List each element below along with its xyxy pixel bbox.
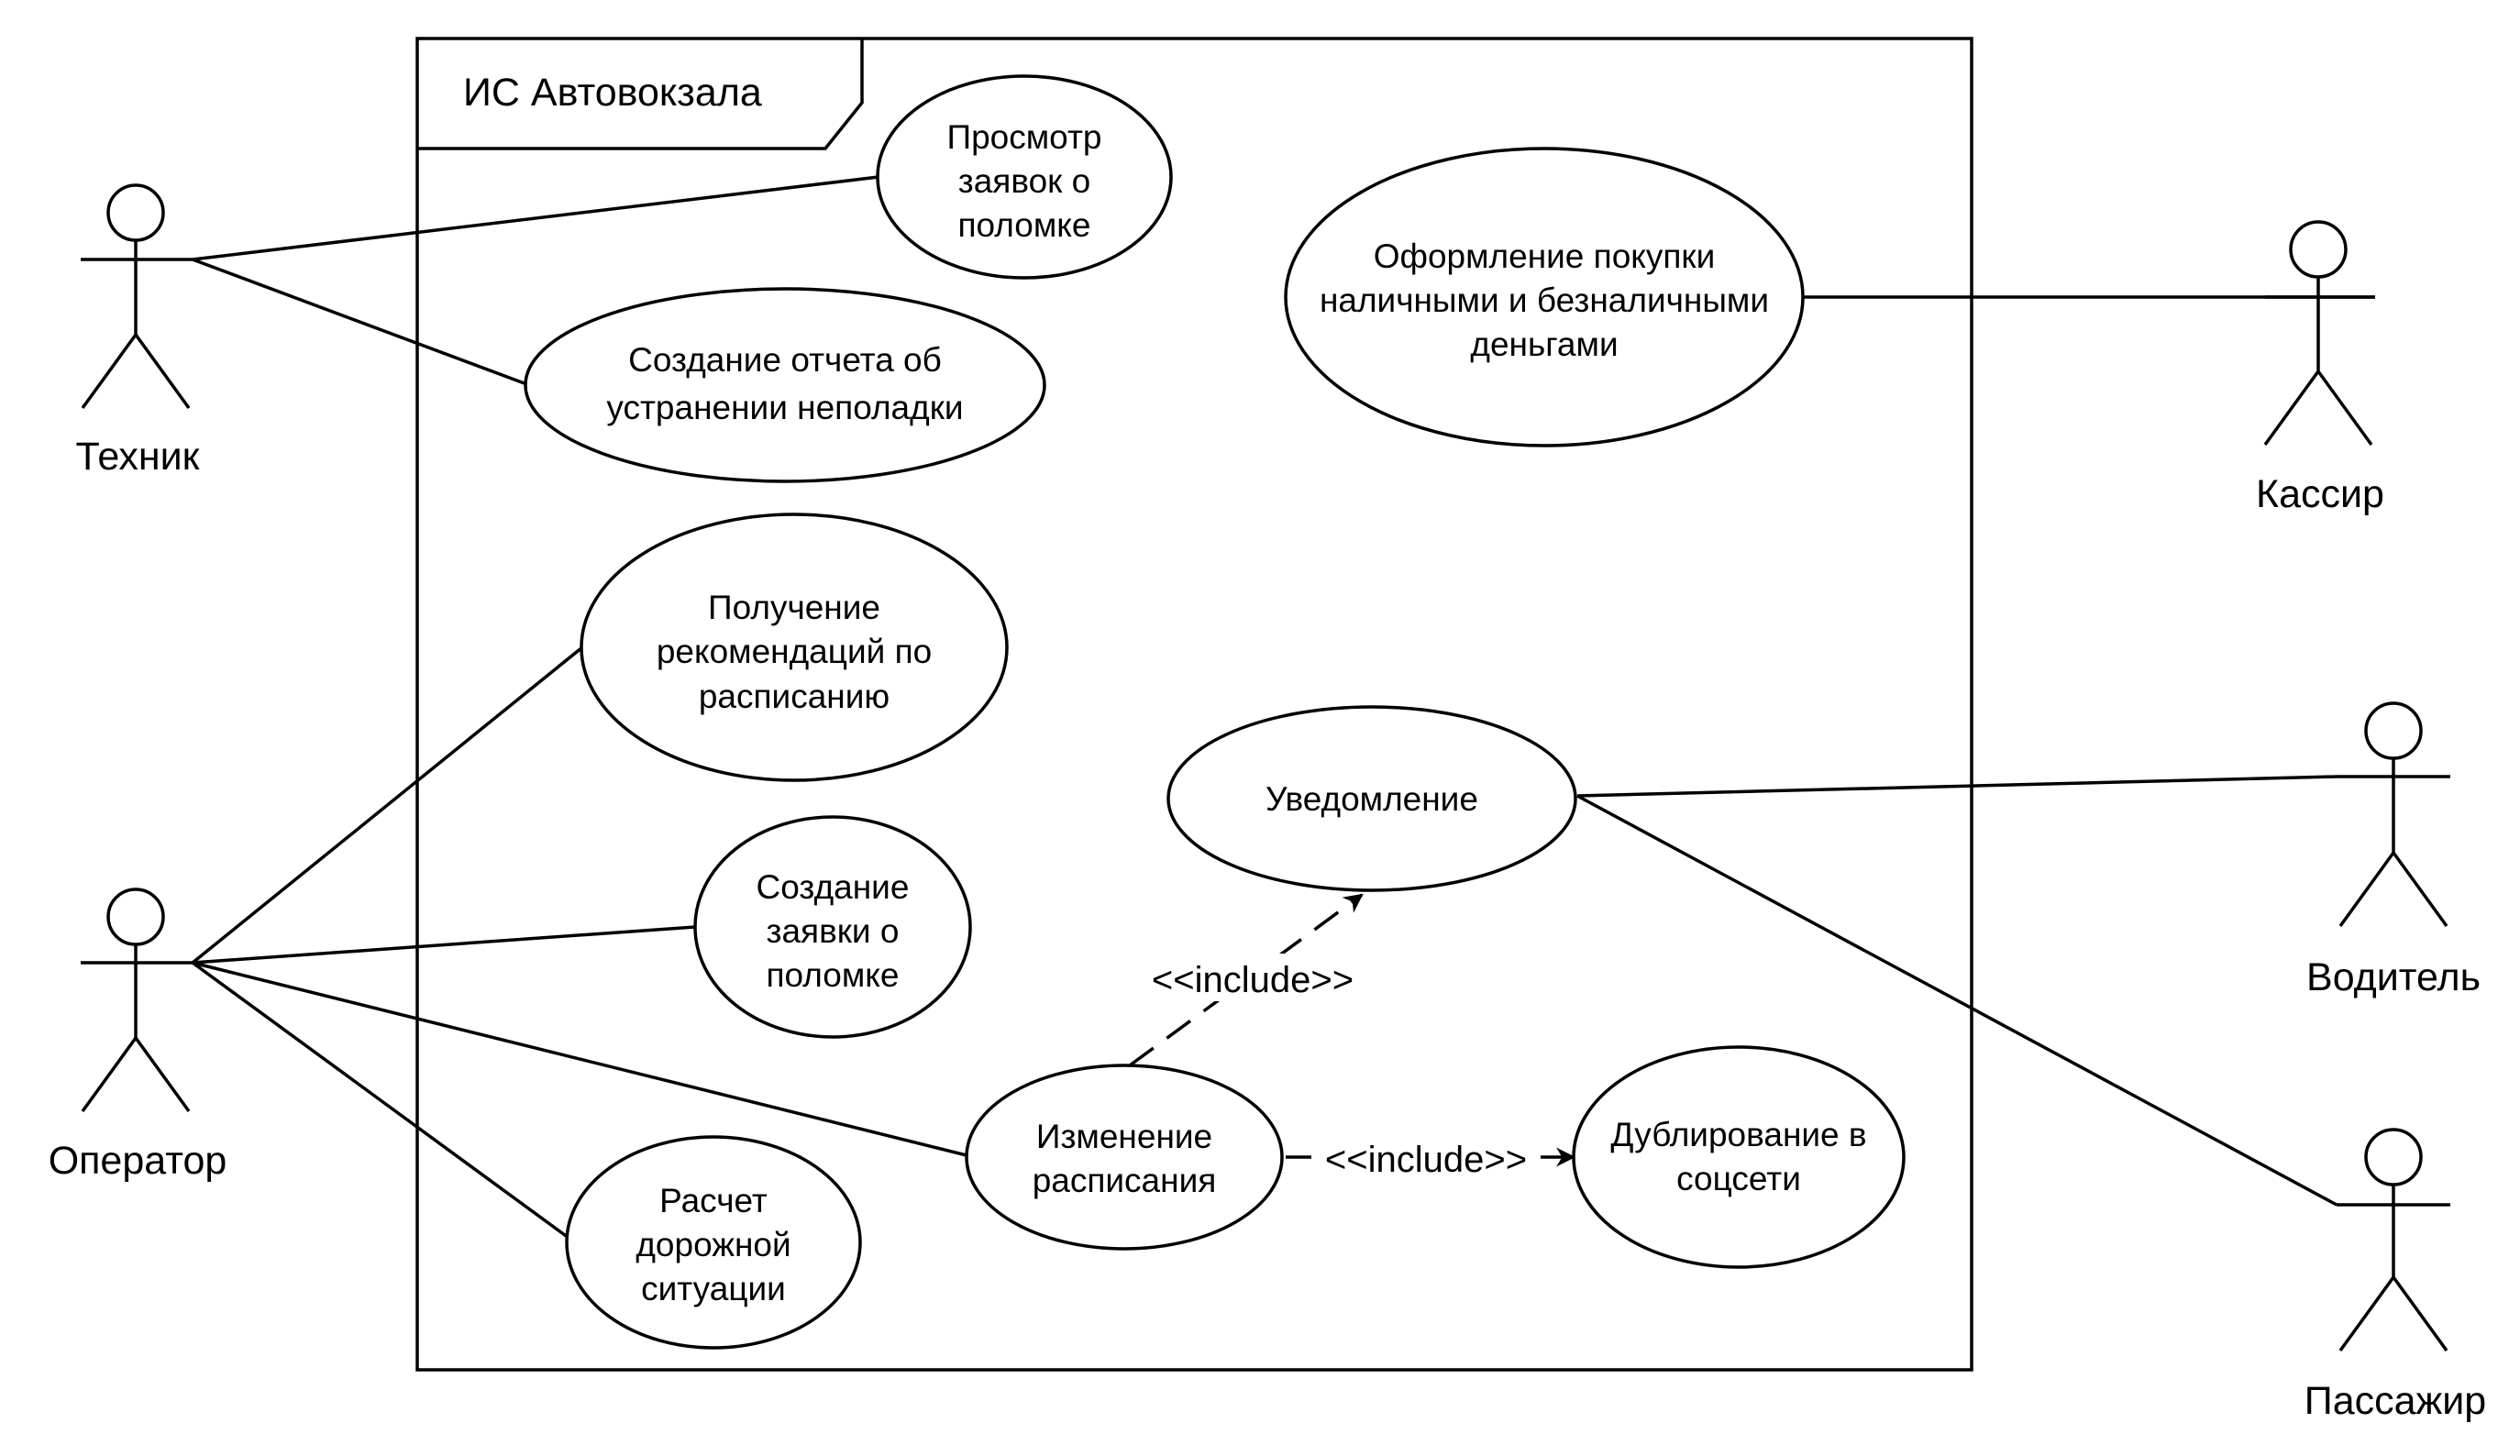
actor-label: Водитель: [2306, 955, 2481, 999]
use-case-label: деньгами: [1470, 325, 1618, 363]
actor-cashier: Кассир: [2256, 220, 2384, 516]
use-case-road-situation: Расчет дорожной ситуации: [565, 1135, 862, 1350]
actor-operator: Оператор: [49, 888, 227, 1183]
actor-label: Кассир: [2256, 472, 2384, 516]
use-case-change-schedule: Изменение расписания: [965, 1064, 1284, 1251]
include-label-duplicate: <<include>>: [1325, 1140, 1527, 1180]
use-case-label: расписанию: [699, 678, 890, 715]
use-case-label: заявки о: [767, 912, 900, 950]
associations: [191, 175, 2375, 1240]
use-case-label: расписания: [1033, 1162, 1217, 1199]
assoc-operator-request: [192, 925, 696, 965]
use-case-label: Расчет: [659, 1182, 768, 1219]
include-label-notification: <<include>>: [1152, 960, 1354, 1000]
use-case-view-breakdowns: Просмотр заявок о поломке: [876, 74, 1173, 280]
use-case-label: Создание отчета об: [628, 341, 942, 379]
use-case-label: поломке: [766, 956, 899, 994]
assoc-passenger-notification: [1576, 794, 2338, 1207]
assoc-operator-change: [192, 961, 975, 1159]
use-case-label: заявок о: [958, 162, 1090, 200]
actor-driver: Водитель: [2306, 701, 2481, 999]
system-title: ИС Автовокзала: [463, 71, 762, 115]
use-case-create-breakdown-request: Создание заявки о поломке: [693, 815, 972, 1039]
use-case-label: поломке: [957, 206, 1090, 244]
use-case-label: Уведомление: [1266, 780, 1478, 818]
use-case-label: соцсети: [1676, 1160, 1801, 1197]
use-case-purchase: Оформление покупки наличными и безналичн…: [1284, 147, 1805, 447]
use-case-duplicate-social: Дублирование в соцсети: [1572, 1045, 1906, 1269]
use-case-label: Получение: [708, 589, 880, 626]
use-case-label: Изменение: [1036, 1118, 1212, 1155]
actor-label: Техник: [76, 435, 201, 479]
actor-technician: Техник: [76, 183, 201, 479]
assoc-driver-notification: [1576, 775, 2338, 798]
actor-label: Пассажир: [2304, 1379, 2486, 1423]
use-case-label: Дублирование в: [1610, 1116, 1866, 1153]
use-case-label: Просмотр: [947, 118, 1102, 156]
use-case-label: рекомендаций по: [657, 633, 932, 670]
use-case-create-fix-report: Создание отчета об устранении неполадки: [524, 287, 1046, 483]
use-case-label: ситуации: [641, 1270, 786, 1307]
actor-passenger: Пассажир: [2304, 1128, 2486, 1423]
include-label-bg: [1137, 954, 1366, 1001]
assoc-operator-road: [191, 961, 570, 1240]
use-case-label: устранении неполадки: [606, 389, 963, 426]
assoc-operator-recommend: [191, 645, 584, 965]
use-case-label: дорожной: [636, 1226, 790, 1263]
system-boundary: ИС Автовокзала: [415, 37, 1973, 1372]
actor-label: Оператор: [49, 1139, 227, 1183]
include-relations: <<include>> <<include>>: [1128, 893, 1576, 1181]
use-case-schedule-recommendations: Получение рекомендаций по расписанию: [580, 513, 1009, 782]
include-label-bg: [1311, 1135, 1541, 1181]
assoc-technician-view: [192, 175, 879, 261]
assoc-technician-report: [192, 258, 530, 387]
use-case-label: Создание: [757, 868, 910, 906]
use-case-label: Оформление покупки: [1374, 237, 1716, 275]
use-case-notification: Уведомление: [1166, 705, 1577, 892]
use-case-label: наличными и безналичными: [1320, 281, 1769, 319]
